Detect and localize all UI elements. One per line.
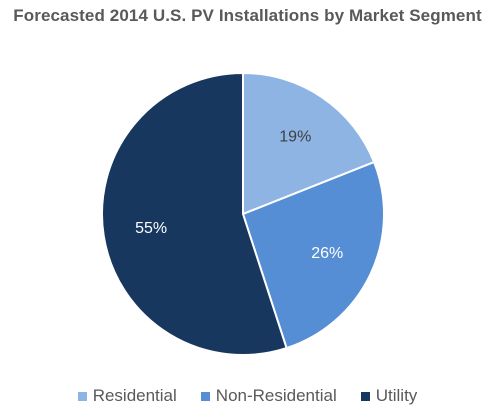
legend-label-non-residential: Non-Residential [215,386,337,405]
legend-label-residential: Residential [92,386,177,405]
pie-slices [101,71,385,356]
data-label-utility: 55% [135,220,167,237]
legend-swatch-residential [77,391,87,401]
legend-swatch-non-residential [200,391,210,401]
legend-item-non-residential: Non-Residential [200,386,337,406]
legend-swatch-utility [360,391,370,401]
data-label-non-residential: 26% [311,245,343,262]
legend-item-utility: Utility [360,386,418,406]
pie-slice-utility [101,71,288,356]
legend: Residential Non-Residential Utility [0,386,495,406]
pie-slice-non-residential [241,160,385,350]
chart-title: Forecasted 2014 U.S. PV Installations by… [13,6,482,25]
pie-chart: 19% 26% 55% [101,71,385,356]
legend-label-utility: Utility [375,386,418,405]
legend-item-residential: Residential [77,386,177,406]
pie-labels: 19% 26% 55% [135,129,343,263]
pie-slice-residential [242,71,376,216]
data-label-residential: 19% [279,129,311,146]
